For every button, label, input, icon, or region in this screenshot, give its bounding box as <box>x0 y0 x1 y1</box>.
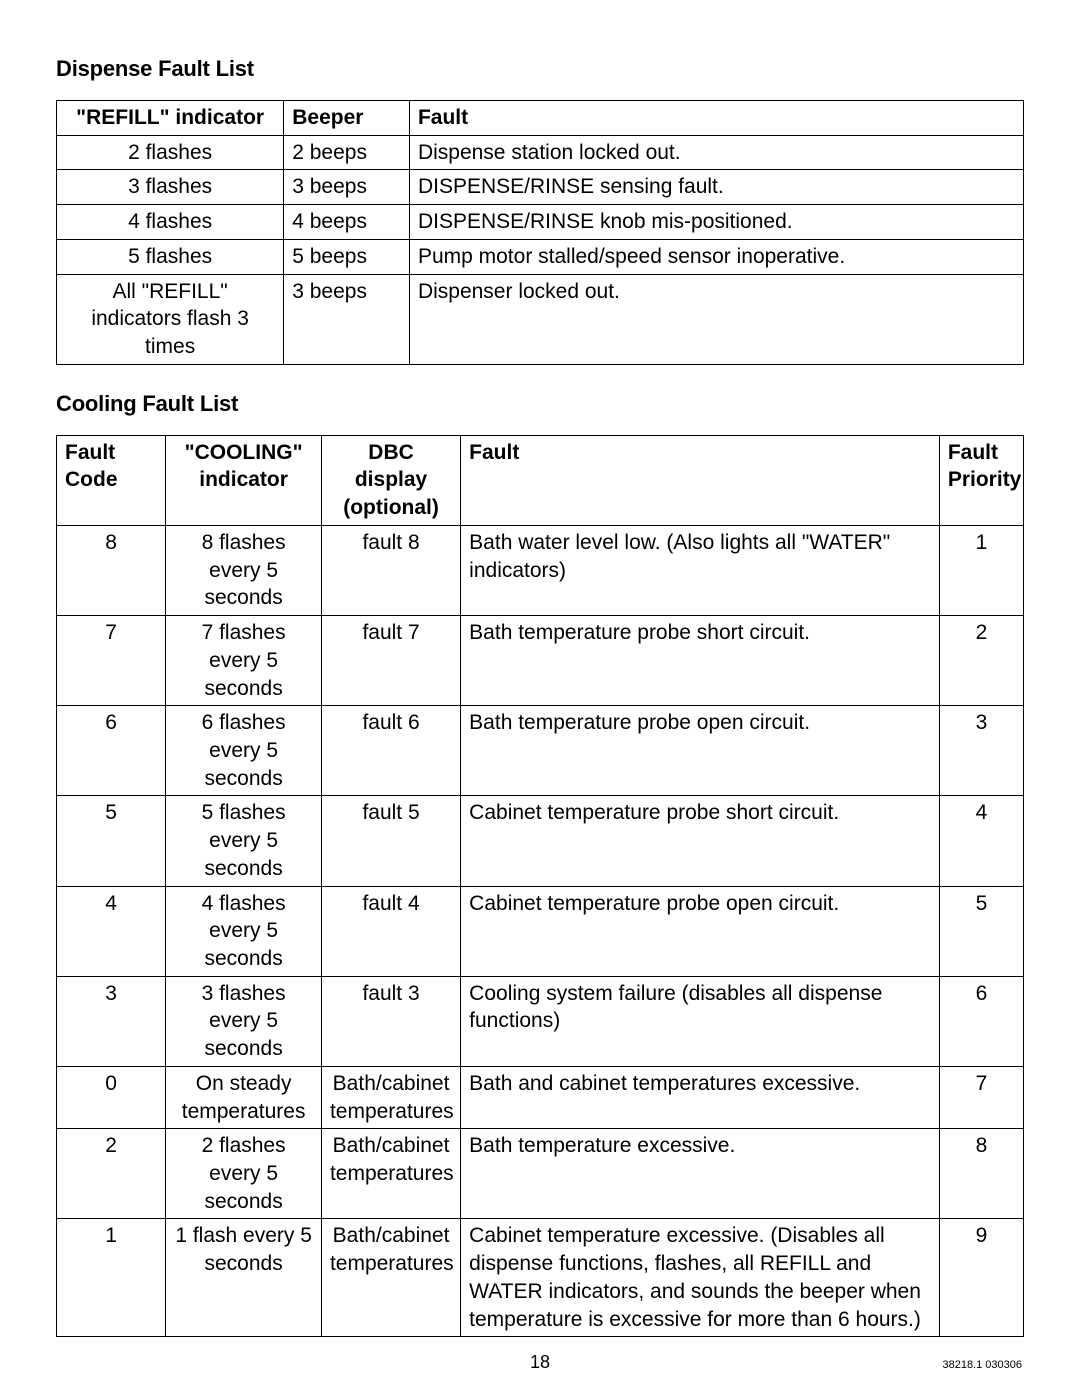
table-cell: 5 <box>939 886 1023 976</box>
table-cell: 2 flashes <box>57 135 284 170</box>
table-cell: Cooling system failure (disables all dis… <box>461 976 940 1066</box>
dispense-tbody: 2 flashes2 beepsDispense station locked … <box>57 135 1024 364</box>
table-cell: 1 <box>57 1219 166 1337</box>
table-cell: fault 5 <box>321 796 460 886</box>
table-row: 33 flashes every 5 secondsfault 3Cooling… <box>57 976 1024 1066</box>
column-header: DBC display (optional) <box>321 435 460 525</box>
table-header-row: Fault Code"COOLING" indicatorDBC display… <box>57 435 1024 525</box>
table-cell: 3 <box>939 706 1023 796</box>
table-cell: Bath water level low. (Also lights all "… <box>461 525 940 615</box>
table-cell: Bath/cabinet temperatures <box>321 1219 460 1337</box>
table-cell: 7 <box>57 616 166 706</box>
table-cell: 5 <box>57 796 166 886</box>
table-cell: fault 8 <box>321 525 460 615</box>
table-cell: 1 <box>939 525 1023 615</box>
table-cell: DISPENSE/RINSE sensing fault. <box>409 170 1023 205</box>
table-row: All "REFILL" indicators flash 3 times3 b… <box>57 274 1024 364</box>
table-cell: fault 3 <box>321 976 460 1066</box>
table-cell: Bath/cabinet temperatures <box>321 1129 460 1219</box>
table-cell: Bath temperature probe short circuit. <box>461 616 940 706</box>
column-header: "REFILL" indicator <box>57 101 284 136</box>
table-cell: 4 beeps <box>284 205 410 240</box>
table-cell: 9 <box>939 1219 1023 1337</box>
table-cell: 4 flashes every 5 seconds <box>166 886 322 976</box>
table-cell: Pump motor stalled/speed sensor inoperat… <box>409 239 1023 274</box>
table-cell: Cabinet temperature probe open circuit. <box>461 886 940 976</box>
table-cell: 3 <box>57 976 166 1066</box>
cooling-fault-heading: Cooling Fault List <box>56 391 1024 417</box>
cooling-tbody: 88 flashes every 5 secondsfault 8Bath wa… <box>57 525 1024 1336</box>
table-cell: fault 6 <box>321 706 460 796</box>
table-cell: 4 <box>939 796 1023 886</box>
table-cell: fault 4 <box>321 886 460 976</box>
table-cell: 6 <box>939 976 1023 1066</box>
column-header: Fault <box>409 101 1023 136</box>
table-cell: fault 7 <box>321 616 460 706</box>
table-cell: 4 flashes <box>57 205 284 240</box>
table-cell: 2 <box>939 616 1023 706</box>
table-cell: 5 flashes every 5 seconds <box>166 796 322 886</box>
table-cell: 2 <box>57 1129 166 1219</box>
column-header: "COOLING" indicator <box>166 435 322 525</box>
table-cell: 7 <box>939 1066 1023 1128</box>
column-header: Fault Code <box>57 435 166 525</box>
table-cell: Dispense station locked out. <box>409 135 1023 170</box>
cooling-thead: Fault Code"COOLING" indicatorDBC display… <box>57 435 1024 525</box>
table-cell: 0 <box>57 1066 166 1128</box>
table-row: 3 flashes3 beepsDISPENSE/RINSE sensing f… <box>57 170 1024 205</box>
cooling-fault-table: Fault Code"COOLING" indicatorDBC display… <box>56 435 1024 1338</box>
table-cell: Cabinet temperature excessive. (Disables… <box>461 1219 940 1337</box>
table-cell: 4 <box>57 886 166 976</box>
table-cell: 6 flashes every 5 seconds <box>166 706 322 796</box>
column-header: Fault <box>461 435 940 525</box>
manual-page: Dispense Fault List "REFILL" indicatorBe… <box>0 0 1080 1397</box>
table-cell: 3 beeps <box>284 170 410 205</box>
table-cell: 8 flashes every 5 seconds <box>166 525 322 615</box>
table-cell: 8 <box>939 1129 1023 1219</box>
table-cell: DISPENSE/RINSE knob mis-positioned. <box>409 205 1023 240</box>
table-cell: Bath/cabinet temperatures <box>321 1066 460 1128</box>
table-cell: 3 beeps <box>284 274 410 364</box>
table-row: 55 flashes every 5 secondsfault 5Cabinet… <box>57 796 1024 886</box>
column-header: Beeper <box>284 101 410 136</box>
page-number: 18 <box>0 1352 1080 1373</box>
table-row: 77 flashes every 5 secondsfault 7Bath te… <box>57 616 1024 706</box>
table-cell: 3 flashes <box>57 170 284 205</box>
dispense-fault-table: "REFILL" indicatorBeeperFault 2 flashes2… <box>56 100 1024 365</box>
table-cell: 3 flashes every 5 seconds <box>166 976 322 1066</box>
column-header: Fault Priority <box>939 435 1023 525</box>
table-cell: Bath and cabinet temperatures excessive. <box>461 1066 940 1128</box>
table-row: 66 flashes every 5 secondsfault 6Bath te… <box>57 706 1024 796</box>
table-row: 5 flashes5 beepsPump motor stalled/speed… <box>57 239 1024 274</box>
document-id: 38218.1 030306 <box>942 1359 1022 1371</box>
table-cell: 2 flashes every 5 seconds <box>166 1129 322 1219</box>
table-row: 11 flash every 5 secondsBath/cabinet tem… <box>57 1219 1024 1337</box>
table-cell: 5 flashes <box>57 239 284 274</box>
table-row: 88 flashes every 5 secondsfault 8Bath wa… <box>57 525 1024 615</box>
table-cell: 6 <box>57 706 166 796</box>
table-cell: All "REFILL" indicators flash 3 times <box>57 274 284 364</box>
table-header-row: "REFILL" indicatorBeeperFault <box>57 101 1024 136</box>
table-row: 22 flashes every 5 secondsBath/cabinet t… <box>57 1129 1024 1219</box>
table-row: 0On steady temperaturesBath/cabinet temp… <box>57 1066 1024 1128</box>
table-cell: Bath temperature probe open circuit. <box>461 706 940 796</box>
table-cell: 8 <box>57 525 166 615</box>
table-row: 2 flashes2 beepsDispense station locked … <box>57 135 1024 170</box>
dispense-fault-heading: Dispense Fault List <box>56 56 1024 82</box>
table-cell: Bath temperature excessive. <box>461 1129 940 1219</box>
table-cell: Cabinet temperature probe short circuit. <box>461 796 940 886</box>
table-cell: 2 beeps <box>284 135 410 170</box>
table-row: 44 flashes every 5 secondsfault 4Cabinet… <box>57 886 1024 976</box>
table-cell: 1 flash every 5 seconds <box>166 1219 322 1337</box>
dispense-thead: "REFILL" indicatorBeeperFault <box>57 101 1024 136</box>
table-cell: Dispenser locked out. <box>409 274 1023 364</box>
table-cell: On steady temperatures <box>166 1066 322 1128</box>
table-cell: 7 flashes every 5 seconds <box>166 616 322 706</box>
table-row: 4 flashes4 beepsDISPENSE/RINSE knob mis-… <box>57 205 1024 240</box>
table-cell: 5 beeps <box>284 239 410 274</box>
